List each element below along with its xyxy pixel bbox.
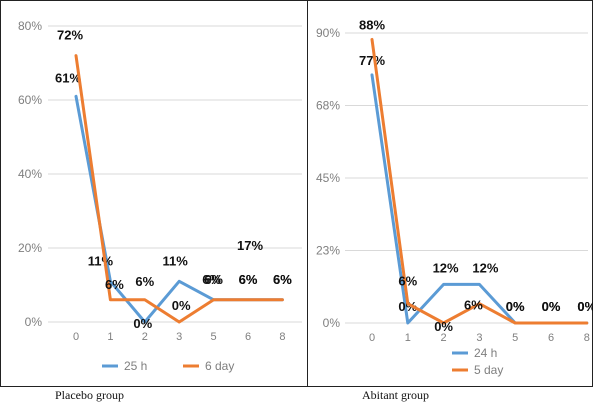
x-tick-label: 1 — [405, 332, 411, 344]
data-label: 0% — [506, 299, 525, 314]
data-label: 0% — [542, 299, 561, 314]
data-label: 72% — [57, 28, 83, 43]
data-label: 0% — [398, 299, 417, 314]
legend-label: 6 day — [205, 359, 234, 373]
y-tick-label: 0% — [25, 315, 43, 329]
x-tick-label: 0 — [73, 331, 79, 343]
x-tick-label: 8 — [584, 332, 590, 344]
x-tick-label: 2 — [142, 331, 148, 343]
y-tick-label: 60% — [18, 93, 42, 107]
data-label: 6% — [273, 272, 292, 287]
data-label: 12% — [433, 260, 459, 275]
placebo-caption: Placebo group — [55, 388, 124, 402]
y-tick-label: 80% — [18, 19, 42, 33]
data-label: 6% — [464, 298, 483, 313]
x-tick-label: 6 — [548, 332, 554, 344]
legend-label: 24 h — [474, 346, 497, 360]
x-tick-label: 5 — [512, 332, 518, 344]
data-label: 11% — [163, 253, 189, 268]
legend-label: 5 day — [474, 363, 503, 377]
y-tick-label: 0% — [323, 316, 341, 330]
data-label: 6% — [398, 274, 417, 289]
abitant-chart: 0% 23% 45% 68% 90% 0 1 2 3 5 6 8 77% 0% 12% 12% 0% 0% 0% 88… — [316, 17, 593, 377]
data-label: 0% — [506, 299, 525, 314]
x-tick-label: 3 — [176, 331, 182, 343]
y-tick-label: 90% — [316, 26, 340, 40]
y-tick-label: 40% — [18, 167, 42, 181]
y-tick-label: 68% — [316, 99, 340, 113]
data-label: 6% — [204, 272, 223, 287]
x-tick-label: 3 — [476, 332, 482, 344]
data-label: 6% — [239, 272, 258, 287]
y-tick-label: 23% — [316, 244, 340, 258]
series-line — [74, 54, 284, 324]
data-label: 6% — [105, 277, 124, 292]
x-tick-label: 0 — [369, 332, 375, 344]
data-label: 0% — [542, 299, 561, 314]
data-label: 0% — [577, 299, 593, 314]
placebo-chart: 0% 20% 40% 60% 80% 0 1 2 3 5 6 8 61% 11% 0% 11% 6% 6% 6% 72… — [18, 19, 302, 373]
x-tick-label: 6 — [245, 331, 251, 343]
data-label: 0% — [133, 316, 152, 331]
data-label: 12% — [472, 260, 498, 275]
x-tick-label: 5 — [211, 331, 217, 343]
y-tick-label: 45% — [316, 171, 340, 185]
data-label: 61% — [55, 70, 81, 85]
series-line — [370, 37, 589, 325]
x-tick-label: 8 — [279, 331, 285, 343]
y-tick-label: 20% — [18, 241, 42, 255]
data-label: 0% — [172, 298, 191, 313]
data-label: 77% — [359, 53, 385, 68]
data-label: 0% — [434, 319, 453, 334]
legend-label: 25 h — [124, 359, 147, 373]
data-label: 11% — [88, 253, 114, 268]
x-tick-label: 2 — [441, 332, 447, 344]
data-label: 6% — [202, 272, 221, 287]
data-label: 88% — [359, 17, 385, 32]
data-label: 0% — [577, 299, 593, 314]
data-label: 6% — [273, 272, 292, 287]
abitant-caption: Abitant group — [362, 388, 429, 402]
data-label: 6% — [239, 272, 258, 287]
x-tick-label: 1 — [107, 331, 113, 343]
data-label: 6% — [135, 274, 154, 289]
annotation-label: 17% — [237, 238, 263, 253]
